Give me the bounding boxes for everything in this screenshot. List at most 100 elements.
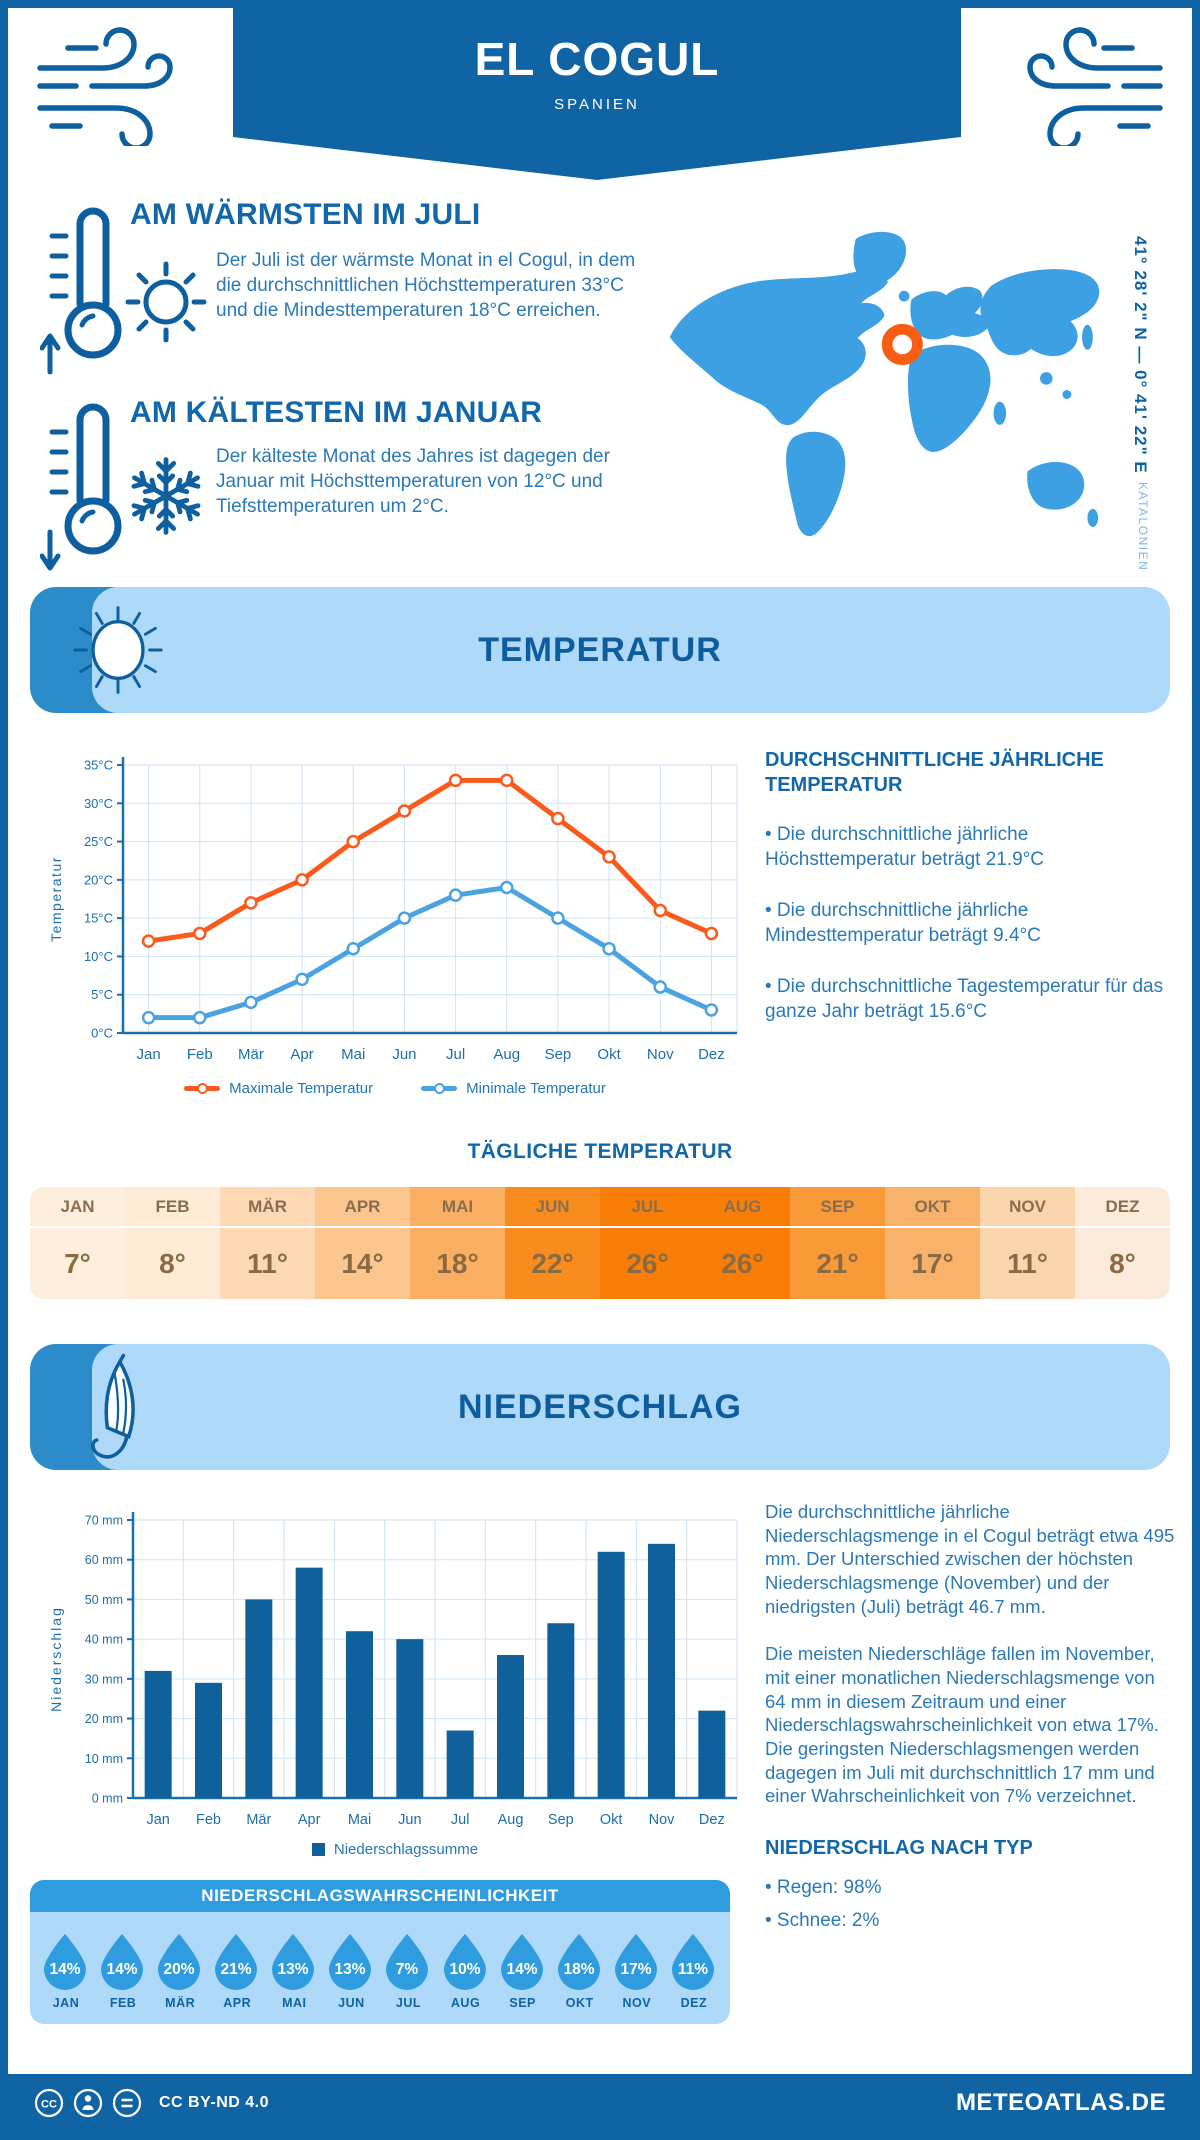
daily-temp-value: 21° — [790, 1226, 885, 1299]
legend-item-min: Minimale Temperatur — [421, 1080, 606, 1097]
no-derivatives-icon — [112, 2088, 142, 2118]
droplet-icon: 14% — [44, 1934, 86, 1990]
data-point — [244, 995, 258, 1010]
probability-month: NOV — [622, 1996, 652, 2010]
daily-temperature-table: JAN 7° FEB 8° MÄR 11° APR 14° MAI 18° JUN 22° JUL 26°… — [30, 1187, 1170, 1299]
precipitation-paragraph: Die durchschnittliche jährliche Niedersc… — [765, 1501, 1175, 1617]
y-tick-label: 30 mm — [85, 1672, 123, 1686]
site-name[interactable]: METEOATLAS.DE — [955, 2089, 1166, 2116]
x-tick-label: Nov — [649, 1812, 676, 1828]
precipitation-probability-module: NIEDERSCHLAGSWAHRSCHEINLICHKEIT 14% JAN 14… — [30, 1880, 730, 2024]
max-temp-line-swatch — [184, 1083, 221, 1094]
x-tick-label: Jul — [446, 1046, 465, 1063]
probability-item: 11% DEZ — [670, 1932, 718, 2010]
x-tick-label: Mai — [341, 1046, 365, 1063]
droplet-percent: 13% — [278, 1961, 309, 1978]
license-block[interactable]: CC CC BY-ND 4.0 — [34, 2088, 269, 2118]
droplet-percent: 11% — [678, 1961, 708, 1978]
stat-item: • Die durchschnittliche Tagestemperatur … — [765, 976, 1164, 1023]
droplet-icon: 20% — [158, 1934, 201, 1990]
droplet-percent: 21% — [221, 1961, 252, 1978]
temperature-line-chart: 0°C 5°C 10°C 15°C 20°C 25°C 30°C 35°C Jan Feb Mär A… — [48, 757, 738, 1063]
probability-item: 18% OKT — [556, 1932, 604, 2010]
daily-temp-column: DEZ 8° — [1075, 1187, 1170, 1299]
y-tick-label: 15°C — [84, 911, 113, 926]
snowflake-icon — [120, 450, 212, 542]
daily-temp-column: FEB 8° — [125, 1187, 220, 1299]
temperature-chart-legend: Maximale Temperatur Minimale Temperatur — [45, 1080, 745, 1097]
daily-temp-month: AUG — [723, 1197, 762, 1216]
bar — [497, 1655, 524, 1798]
daily-temp-month: FEB — [155, 1197, 190, 1216]
header-banner: EL COGUL SPANIEN — [233, 8, 961, 180]
temperature-stats-title: DURCHSCHNITTLICHE JÄHRLICHE TEMPERATUR — [765, 749, 1104, 796]
temperature-section-banner: TEMPERATUR — [30, 587, 1170, 713]
data-point — [500, 773, 514, 788]
x-tick-label: Mai — [348, 1812, 371, 1828]
bar — [396, 1639, 424, 1798]
droplet-icon: 7% — [386, 1934, 429, 1990]
data-point — [704, 1003, 719, 1017]
legend-label: Maximale Temperatur — [229, 1080, 374, 1097]
bar — [346, 1631, 373, 1798]
droplet-shape — [500, 1934, 543, 1990]
y-tick-label: 70 mm — [85, 1514, 123, 1528]
legend-label: Niederschlagssumme — [333, 1841, 479, 1858]
probability-month: MAI — [282, 1996, 307, 2010]
daily-temp-column: MÄR 11° — [220, 1187, 315, 1299]
data-point — [602, 850, 616, 864]
x-tick-label: Jun — [392, 1046, 416, 1063]
x-tick-label: Feb — [187, 1046, 213, 1063]
daily-temp-column: JUN 22° — [505, 1187, 600, 1299]
banner-panel — [92, 1344, 1170, 1470]
x-tick-label: Aug — [498, 1812, 524, 1828]
x-tick-label: Okt — [600, 1812, 623, 1828]
bar — [245, 1599, 273, 1798]
y-tick-label: 0°C — [91, 1026, 113, 1041]
probability-item: 14% SEP — [499, 1932, 547, 2010]
precip-sum-swatch — [311, 1843, 325, 1856]
thermometer-cold-icon — [40, 400, 132, 572]
droplet-icon: 13% — [272, 1934, 315, 1990]
daily-temp-month: MAI — [441, 1197, 474, 1216]
droplet-shape — [158, 1934, 201, 1990]
daily-temp-value: 8° — [125, 1226, 220, 1299]
daily-temp-month: JUN — [535, 1197, 570, 1216]
location-marker — [881, 323, 923, 366]
x-tick-label: Mär — [246, 1812, 271, 1828]
x-tick-label: Jun — [398, 1812, 421, 1828]
data-point — [193, 926, 207, 941]
daily-temp-value: 17° — [885, 1226, 980, 1299]
temperature-banner-title: TEMPERATUR — [478, 631, 722, 669]
droplet-percent: 17% — [620, 1961, 651, 1978]
bar — [547, 1623, 575, 1798]
data-point — [653, 980, 667, 994]
daily-temp-month: DEZ — [1105, 1197, 1140, 1216]
droplet-percent: 14% — [49, 1961, 80, 1978]
droplet-icon: 18% — [557, 1934, 600, 1990]
warmest-text: Der Juli ist der wärmste Monat in el Cog… — [216, 250, 636, 321]
x-tick-label: Mär — [238, 1046, 264, 1063]
x-tick-label: Aug — [493, 1046, 520, 1063]
precipitation-paragraph: Die meisten Niederschläge fallen im Nove… — [765, 1643, 1159, 1807]
droplet-percent: 10% — [449, 1961, 480, 1978]
probability-month: MÄR — [165, 1996, 196, 2010]
y-tick-label: 10 mm — [85, 1752, 123, 1766]
thermometer-warm-icon — [40, 204, 132, 376]
daily-temperature-title: TÄGLICHE TEMPERATUR — [467, 1140, 733, 1163]
droplet-icon: 10% — [443, 1934, 486, 1990]
x-tick-label: Dez — [698, 1046, 725, 1063]
y-tick-label: 40 mm — [85, 1633, 123, 1647]
x-tick-label: Sep — [545, 1046, 572, 1063]
droplet-icon: 14% — [500, 1934, 543, 1990]
y-tick-label: 35°C — [84, 758, 113, 773]
footer-bar: CC CC BY-ND 4.0 METEOATLAS.DE — [8, 2074, 1192, 2132]
daily-temp-column: JAN 7° — [30, 1187, 125, 1299]
probability-item: 17% NOV — [613, 1932, 661, 2010]
probability-item: 13% MAI — [270, 1932, 318, 2010]
probability-item: 20% MÄR — [156, 1932, 204, 2010]
y-tick-label: 20°C — [84, 872, 113, 887]
world-map — [643, 203, 1108, 561]
data-point — [602, 942, 616, 956]
probability-item: 14% JAN — [42, 1932, 90, 2010]
